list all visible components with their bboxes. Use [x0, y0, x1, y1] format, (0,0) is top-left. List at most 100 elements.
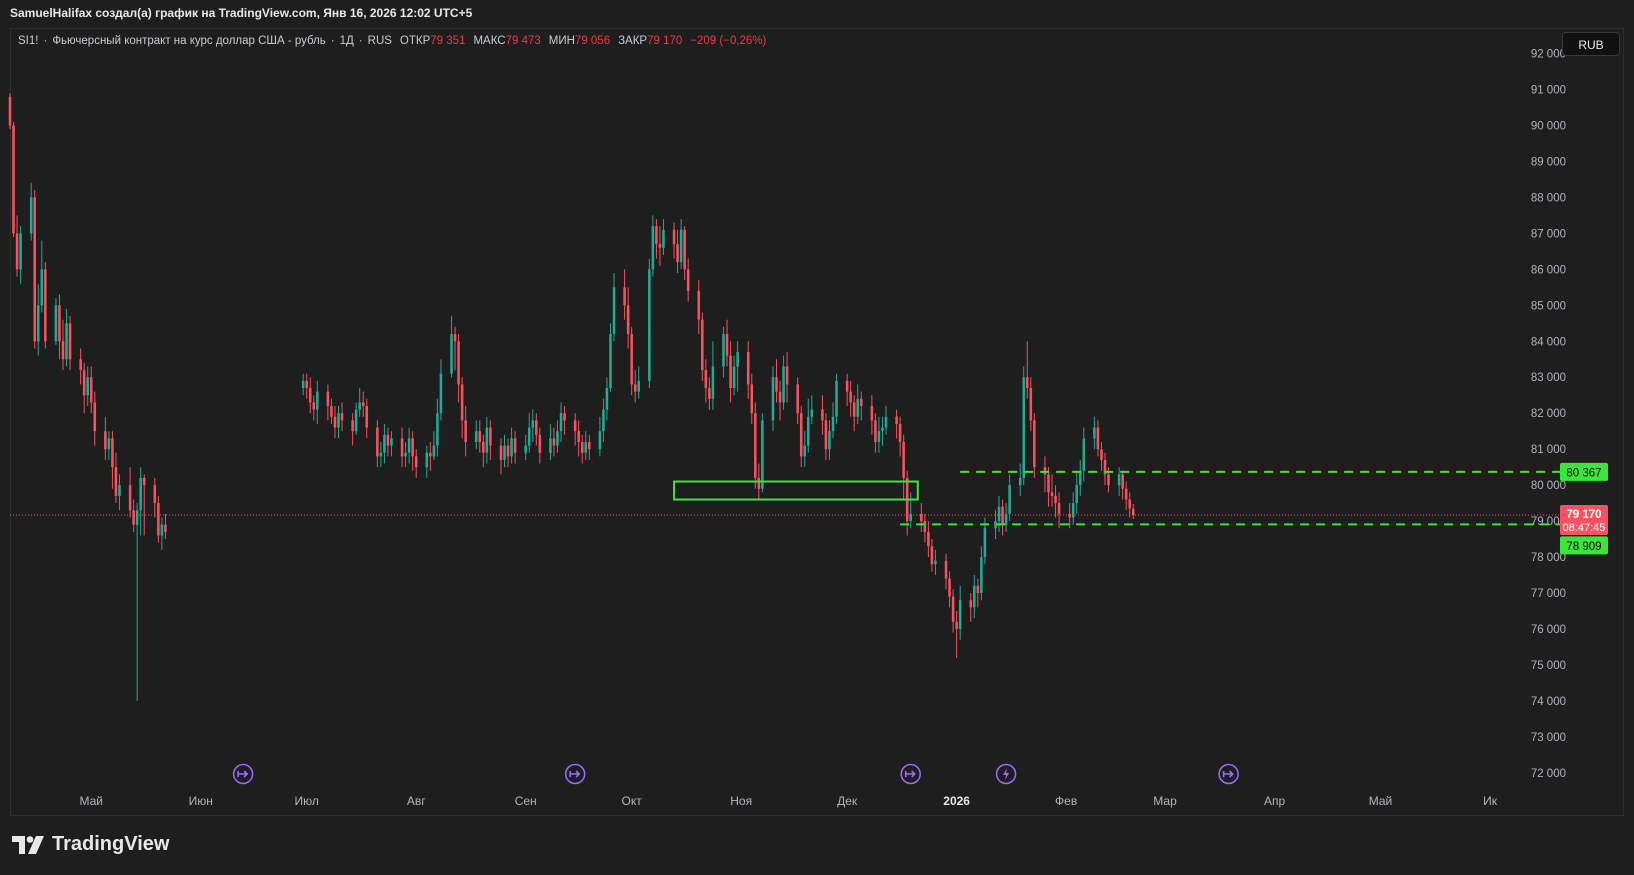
- y-axis-tick-label: 77 000: [1531, 588, 1566, 600]
- symbol-legend: SI1! · Фьючерсный контракт на курс доллар…: [18, 35, 766, 47]
- candle-body: [44, 269, 47, 342]
- candle-body: [1047, 474, 1050, 493]
- candle-body: [1057, 503, 1061, 514]
- dividend-event-icon[interactable]: [564, 763, 586, 785]
- candle-body: [736, 352, 739, 367]
- candle-body: [757, 477, 761, 489]
- candle-body: [142, 477, 146, 486]
- legend-interval[interactable]: 1Д: [339, 35, 354, 47]
- candle-body: [535, 420, 538, 435]
- candle-body: [65, 323, 68, 360]
- candle-body: [337, 413, 340, 428]
- candle-body: [679, 229, 683, 263]
- candle-body: [704, 370, 708, 389]
- legend-description: Фьючерсный контракт на курс доллар США -…: [52, 35, 326, 47]
- candle-body: [82, 370, 86, 396]
- candle-body: [340, 413, 344, 421]
- candle-body: [852, 402, 856, 417]
- candle-body: [958, 600, 962, 629]
- y-axis-tick-label: 89 000: [1531, 156, 1566, 168]
- candle-body: [128, 485, 132, 511]
- candle-body: [79, 359, 82, 371]
- y-axis-tick-label: 81 000: [1531, 444, 1566, 456]
- candle-body: [602, 409, 605, 432]
- y-axis-tick-label: 75 000: [1531, 660, 1566, 672]
- candle-body: [531, 420, 535, 428]
- candle-body: [549, 438, 552, 453]
- candle-body: [662, 229, 665, 248]
- candle-body: [316, 391, 319, 410]
- candle-body: [436, 413, 439, 446]
- candle-body: [934, 560, 937, 565]
- candle-body: [326, 391, 330, 407]
- candle-body: [729, 355, 732, 389]
- candle-body: [711, 366, 715, 399]
- x-axis-tick-label: 2026: [943, 794, 970, 808]
- x-axis-tick-label: Авг: [407, 794, 426, 808]
- dividend-event-icon[interactable]: [1218, 763, 1239, 785]
- candle-body: [1131, 508, 1135, 515]
- y-axis-tick-label: 76 000: [1531, 624, 1566, 636]
- candle-body: [386, 434, 390, 446]
- legend-high-value: 79 473: [505, 35, 541, 47]
- candle-body: [114, 467, 118, 496]
- dividend-event-icon[interactable]: [232, 763, 254, 785]
- candle-body: [376, 427, 379, 457]
- candle-body: [15, 233, 19, 270]
- candle-body: [33, 197, 36, 342]
- candle-body: [796, 384, 799, 414]
- candle-body: [898, 423, 902, 442]
- candle-body: [951, 596, 955, 622]
- candle-body: [573, 420, 577, 432]
- chart-caption: SamuelHalifax создал(а) график на Tradin…: [10, 6, 473, 20]
- candle-body: [450, 334, 453, 374]
- candle-body: [1078, 470, 1082, 486]
- candle-body: [312, 402, 316, 410]
- candle-body: [464, 420, 467, 442]
- candle-body: [831, 416, 835, 432]
- candle-body: [1050, 492, 1054, 496]
- candle-body: [460, 384, 464, 421]
- candle-body: [1026, 377, 1029, 389]
- last-price-label: [1560, 504, 1608, 535]
- candle-body: [980, 557, 983, 594]
- legend-separator: ·: [330, 35, 335, 47]
- candle-body: [1018, 477, 1022, 486]
- x-axis-tick-label: Ик: [1483, 794, 1498, 808]
- candle-body: [358, 402, 361, 410]
- candle-body: [944, 560, 948, 579]
- candle-body: [658, 244, 662, 248]
- candle-body: [983, 528, 987, 558]
- currency-button[interactable]: RUB: [1562, 32, 1620, 56]
- candle-body: [506, 445, 510, 457]
- earnings-event-icon[interactable]: [995, 763, 1017, 785]
- candle-body: [1107, 474, 1110, 486]
- candle-body: [1071, 503, 1075, 518]
- candle-body: [404, 452, 407, 457]
- candle-body: [870, 406, 874, 421]
- candle-body: [400, 438, 404, 457]
- legend-open-label: ОТКР: [399, 35, 431, 47]
- y-axis-tick-label: 72 000: [1531, 768, 1566, 780]
- candle-body: [655, 226, 658, 245]
- candle-body: [824, 420, 828, 450]
- legend-low-label: МИН: [548, 35, 575, 47]
- candle-body: [379, 452, 383, 457]
- candle-body: [559, 413, 563, 432]
- candle-body: [111, 438, 114, 468]
- candle-body: [1100, 449, 1103, 460]
- legend-symbol[interactable]: SI1!: [18, 35, 39, 47]
- candle-body: [1001, 506, 1004, 525]
- candle-body: [884, 416, 888, 428]
- candle-body: [920, 513, 923, 522]
- candle-body: [330, 406, 333, 417]
- candle-body: [895, 416, 898, 424]
- candle-body: [856, 398, 860, 417]
- candle-body: [556, 431, 559, 446]
- dividend-event-icon[interactable]: [900, 763, 921, 785]
- candle-body: [524, 445, 527, 453]
- candle-body: [527, 427, 531, 446]
- tradingview-logo[interactable]: TradingView: [12, 833, 169, 856]
- x-axis-tick-label: Май: [79, 794, 103, 808]
